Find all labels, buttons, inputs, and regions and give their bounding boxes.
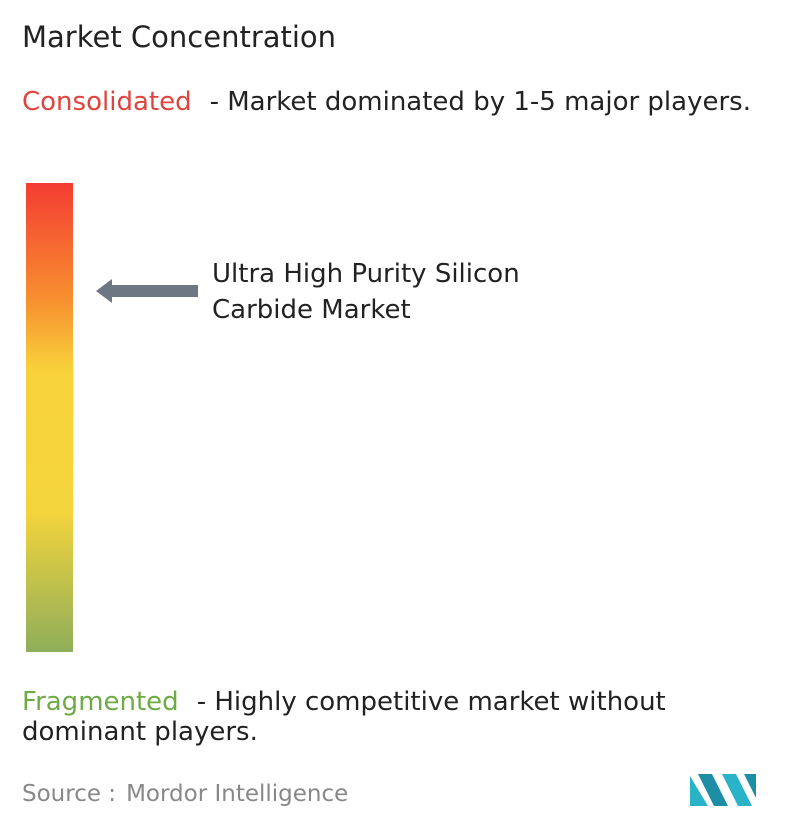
title: Market Concentration xyxy=(22,20,337,54)
consolidated-label: Consolidated xyxy=(22,87,192,117)
fragmented-line: Fragmented - Highly competitive market wi… xyxy=(22,687,787,747)
consolidated-line: Consolidated - Market dominated by 1-5 ma… xyxy=(22,87,787,117)
arrow xyxy=(96,279,198,303)
logo xyxy=(690,774,756,806)
market-label: Ultra High Purity Silicon Carbide Market xyxy=(212,259,520,325)
logo-part xyxy=(722,774,752,806)
source-name: Mordor Intelligence xyxy=(126,781,349,807)
fragmented-label: Fragmented xyxy=(22,687,179,717)
concentration-scale xyxy=(26,183,73,652)
logo-part xyxy=(698,774,728,806)
consolidated-description: - Market dominated by 1-5 major players. xyxy=(209,87,751,117)
arrow-shape xyxy=(96,279,198,303)
source-label: Source : xyxy=(22,781,117,807)
fragmented-description: - Highly competitive market without domi… xyxy=(22,687,666,747)
logo-part xyxy=(744,774,756,798)
source: Source : Mordor Intelligence xyxy=(22,781,348,807)
logo-part xyxy=(690,776,708,806)
